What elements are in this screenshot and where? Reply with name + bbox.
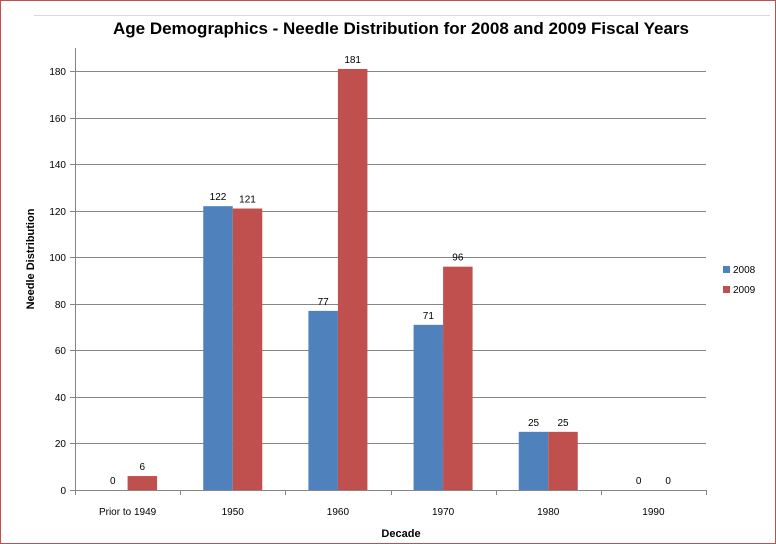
data-label-2008: 0 (110, 476, 116, 487)
data-label-2008: 71 (423, 311, 435, 322)
data-label-2009: 25 (557, 418, 569, 429)
y-tick-label: 40 (55, 393, 67, 404)
data-label-2009: 6 (140, 462, 146, 473)
x-tick-label: 1970 (432, 507, 455, 518)
data-label-2009: 121 (239, 195, 256, 206)
axes (70, 48, 707, 495)
grid-lines (75, 71, 706, 444)
x-tick-label: 1960 (327, 507, 350, 518)
x-axis-label: Decade (381, 528, 420, 540)
y-tick-label: 80 (55, 300, 67, 311)
x-tick-label: Prior to 1949 (99, 507, 157, 518)
y-axis-label: Needle Distribution (25, 208, 37, 309)
legend-swatch-2008 (723, 266, 730, 273)
bar-2008 (413, 324, 444, 490)
bar-2009 (443, 266, 473, 490)
legend-swatch-2009 (723, 286, 730, 293)
bar-2009 (337, 68, 368, 491)
data-label-2009: 181 (344, 55, 361, 66)
data-label-2008: 0 (636, 476, 642, 487)
y-tick-label: 0 (60, 486, 66, 497)
y-tick-label: 140 (49, 160, 66, 171)
y-tick-label: 60 (55, 346, 67, 357)
y-tick-labels: 0 20 40 60 80 100 120 140 160 180 (49, 67, 66, 497)
y-tick-label: 20 (55, 439, 67, 450)
bar-2008 (518, 431, 549, 490)
top-rule (34, 15, 770, 16)
chart-title: Age Demographics - Needle Distribution f… (113, 19, 689, 38)
y-tick-label: 100 (49, 253, 66, 264)
bar-2008 (203, 206, 233, 491)
bar-2009 (548, 431, 578, 490)
bar-2009 (127, 476, 158, 490)
x-tick-label: 1990 (642, 507, 665, 518)
data-label-2009: 0 (665, 476, 671, 487)
bar-2008 (308, 310, 338, 490)
data-labels: 0 6 122 121 77 181 71 96 25 25 0 0 (110, 55, 671, 487)
legend: 2008 2009 (723, 265, 756, 296)
y-tick-label: 180 (49, 67, 66, 78)
data-label-2009: 96 (452, 253, 464, 264)
data-label-2008: 25 (528, 418, 540, 429)
y-tick-label: 120 (49, 207, 66, 218)
x-tick-label: 1950 (222, 507, 245, 518)
x-tick-labels: Prior to 1949 1950 1960 1970 1980 1990 (99, 507, 665, 518)
data-label-2008: 77 (318, 297, 330, 308)
bars (127, 68, 578, 491)
x-tick-label: 1980 (537, 507, 560, 518)
data-label-2008: 122 (210, 192, 227, 203)
bar-2009 (232, 208, 263, 490)
legend-label-2008: 2008 (733, 265, 756, 276)
y-tick-label: 160 (49, 114, 66, 125)
legend-label-2009: 2009 (733, 285, 756, 296)
